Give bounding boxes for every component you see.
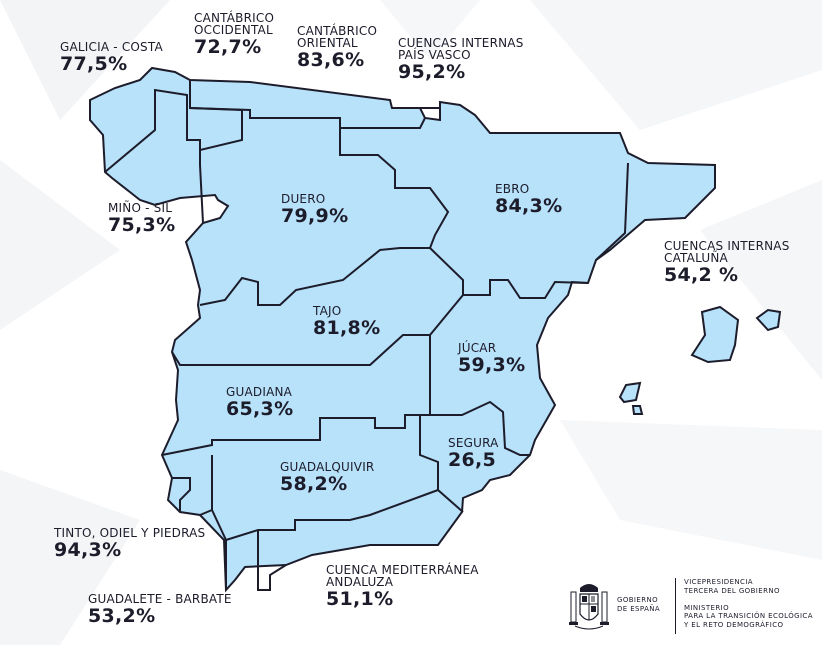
- basin-name: TAJO: [313, 304, 342, 318]
- basin-name-line2: OCCIDENTAL: [194, 23, 273, 37]
- basin-value: 79,9%: [281, 205, 349, 227]
- mallorca-island: [690, 305, 740, 364]
- label-cantabrico-occidental: CANTÁBRICO OCCIDENTAL 72,7%: [194, 12, 274, 57]
- basin-name: EBRO: [495, 182, 530, 196]
- basin-name-line2: PAÍS VASCO: [398, 48, 471, 62]
- ibiza-island: [618, 381, 642, 404]
- footer-divider: [675, 578, 676, 634]
- formentera-island: [631, 405, 644, 415]
- basin-value: 75,3%: [108, 214, 176, 236]
- basin-name-line2: ANDALUZA: [326, 575, 394, 589]
- basin-name: JÚCAR: [458, 341, 497, 355]
- basin-value: 58,2%: [280, 473, 348, 495]
- basin-value: 26,5: [448, 449, 497, 471]
- basin-name-line1: CANTÁBRICO: [297, 24, 378, 38]
- ministry-line-3: MINISTERIO: [684, 603, 729, 612]
- label-cuencas-internas-cataluna: CUENCAS INTERNAS CATALUÑA 54,2 %: [664, 240, 790, 285]
- label-cuenca-mediterranea-andaluza: CUENCA MEDITERRÁNEA ANDALUZA 51,1%: [326, 564, 479, 609]
- ministry-line-4: PARA LA TRANSICIÓN ECOLÓGICA: [684, 612, 813, 621]
- basin-name-line1: CUENCA MEDITERRÁNEA: [326, 563, 479, 577]
- label-guadiana: GUADIANA 65,3%: [226, 386, 293, 419]
- basin-value: 83,6%: [297, 49, 365, 71]
- government-footer: GOBIERNO DE ESPAÑA VICEPRESIDENCIA TERCE…: [567, 578, 817, 638]
- label-cuencas-internas-pais-vasco: CUENCAS INTERNAS PAÍS VASCO 95,2%: [398, 37, 524, 82]
- basin-name-line1: CUENCAS INTERNAS: [398, 36, 524, 50]
- basin-value: 77,5%: [60, 53, 128, 75]
- label-jucar: JÚCAR 59,3%: [458, 342, 525, 375]
- basin-name-line2: CATALUÑA: [664, 251, 728, 265]
- basin-name: GUADALETE - BARBATE: [88, 592, 232, 606]
- basin-name: GUADIANA: [226, 385, 293, 399]
- basin-name: MIÑO - SIL: [108, 201, 173, 215]
- menorca-island: [755, 308, 782, 332]
- basin-name: SEGURA: [448, 436, 499, 450]
- ministry-line-1: VICEPRESIDENCIA: [684, 578, 753, 586]
- coat-of-arms-icon: [569, 584, 609, 630]
- label-guadalete-barbate: GUADALETE - BARBATE 53,2%: [88, 593, 232, 626]
- label-cantabrico-oriental: CANTÁBRICO ORIENTAL 83,6%: [297, 25, 377, 70]
- basin-value: 94,3%: [54, 539, 122, 561]
- label-tinto-odiel-piedras: TINTO, ODIEL Y PIEDRAS 94,3%: [54, 527, 205, 560]
- basin-value: 54,2 %: [664, 264, 739, 286]
- gov-line-2: DE ESPAÑA: [617, 604, 661, 613]
- basin-value: 72,7%: [194, 36, 262, 58]
- basin-value: 59,3%: [458, 354, 526, 376]
- basin-name-line1: CANTÁBRICO: [194, 11, 275, 25]
- gobierno-label: GOBIERNO DE ESPAÑA: [617, 596, 660, 614]
- basin-name: TINTO, ODIEL Y PIEDRAS: [54, 526, 206, 540]
- basin-name: GALICIA - COSTA: [60, 40, 163, 54]
- gov-line-1: GOBIERNO: [617, 596, 659, 604]
- label-guadalquivir: GUADALQUIVIR 58,2%: [280, 461, 374, 494]
- label-galicia-costa: GALICIA - COSTA 77,5%: [60, 41, 163, 74]
- basin-value: 84,3%: [495, 195, 563, 217]
- label-duero: DUERO 79,9%: [281, 193, 348, 226]
- basin-name: GUADALQUIVIR: [280, 460, 375, 474]
- basin-value: 65,3%: [226, 398, 294, 420]
- label-tajo: TAJO 81,8%: [313, 305, 380, 338]
- basin-value: 81,8%: [313, 317, 381, 339]
- label-mino-sil: MIÑO - SIL 75,3%: [108, 202, 175, 235]
- basin-value: 51,1%: [326, 588, 394, 610]
- label-ebro: EBRO 84,3%: [495, 183, 562, 216]
- basin-name: DUERO: [281, 192, 326, 206]
- peninsula-outline: [89, 66, 716, 593]
- ministry-line-2: TERCERA DEL GOBIERNO: [684, 586, 780, 595]
- basin-name-line2: ORIENTAL: [297, 36, 358, 50]
- ministry-label: VICEPRESIDENCIA TERCERA DEL GOBIERNO MIN…: [684, 578, 813, 630]
- ministry-line-5: Y EL RETO DEMOGRÁFICO: [684, 621, 784, 629]
- basin-name-line1: CUENCAS INTERNAS: [664, 239, 790, 253]
- basin-value: 53,2%: [88, 605, 156, 627]
- basin-value: 95,2%: [398, 61, 466, 83]
- label-segura: SEGURA 26,5: [448, 437, 499, 470]
